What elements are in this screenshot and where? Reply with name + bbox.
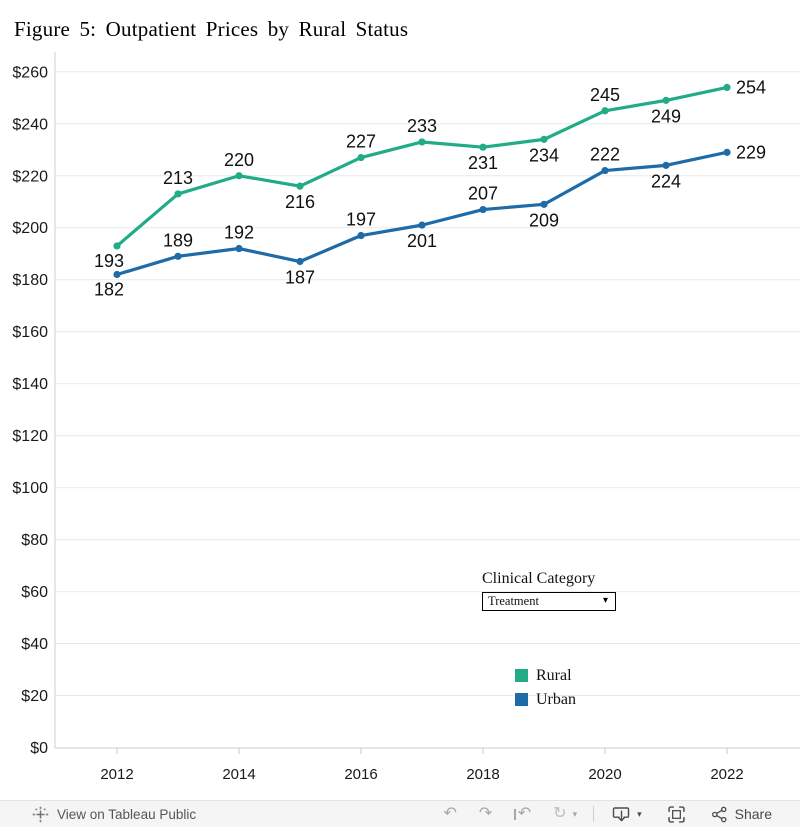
redo-icon[interactable]: ↷ <box>478 805 493 822</box>
share-label: Share <box>734 806 772 822</box>
data-label: 227 <box>346 132 376 152</box>
y-axis-tick-label: $260 <box>12 64 48 81</box>
y-axis-tick-label: $220 <box>12 168 48 185</box>
data-label: 233 <box>407 116 437 136</box>
y-axis-tick-label: $180 <box>12 272 48 289</box>
x-axis-tick-label: 2018 <box>466 766 499 783</box>
y-axis-tick-label: $0 <box>30 740 48 757</box>
series-line-urban[interactable] <box>115 150 729 277</box>
x-axis-tick-label: 2014 <box>222 766 255 783</box>
x-axis-tick-label: 2020 <box>588 766 621 783</box>
data-label: 254 <box>736 77 766 97</box>
dropdown-selected-value: Treatment <box>488 594 539 608</box>
y-axis-tick-label: $40 <box>21 636 48 653</box>
x-axis-tick-label: 2016 <box>344 766 377 783</box>
revert-icon[interactable]: ↶ <box>514 806 531 822</box>
data-label: 231 <box>468 153 498 173</box>
y-axis-tick-label: $20 <box>21 688 48 705</box>
download-icon <box>612 806 630 821</box>
data-point-urban[interactable] <box>662 161 670 169</box>
data-point-rural[interactable] <box>418 138 426 146</box>
data-label: 249 <box>651 106 681 126</box>
urban-color-swatch <box>515 693 528 706</box>
download-button[interactable] <box>612 806 631 823</box>
data-point-urban[interactable] <box>601 166 609 175</box>
color-legend: Rural Urban <box>515 667 576 715</box>
y-axis-tick-label: $60 <box>21 584 48 601</box>
y-axis-tick-label: $200 <box>12 220 48 237</box>
data-point-urban[interactable] <box>296 257 304 266</box>
data-point-urban[interactable] <box>357 231 365 240</box>
view-on-tableau-public-label: View on Tableau Public <box>57 806 197 822</box>
clinical-category-filter: Clinical Category Treatment ▾ <box>482 570 616 611</box>
refresh-options-caret-icon[interactable]: ▾ <box>572 808 578 819</box>
data-label: 193 <box>94 251 124 271</box>
data-label: 222 <box>590 145 620 165</box>
tableau-toolbar: View on Tableau Public ↶ ↷ ↶ ↻ ▾ ▾ <box>0 800 800 827</box>
data-label: 209 <box>529 210 559 230</box>
legend-item-urban[interactable]: Urban <box>515 691 576 709</box>
data-label: 187 <box>285 268 315 288</box>
data-label: 207 <box>468 184 498 204</box>
chevron-down-icon: ▾ <box>602 595 608 606</box>
data-point-rural[interactable] <box>540 135 548 143</box>
data-point-urban[interactable] <box>174 252 182 260</box>
data-point-urban[interactable] <box>479 205 487 214</box>
data-label: 189 <box>163 230 193 250</box>
data-point-urban[interactable] <box>113 270 121 279</box>
data-point-rural[interactable] <box>601 107 609 115</box>
share-button[interactable]: Share <box>711 806 772 823</box>
data-point-urban[interactable] <box>540 200 548 208</box>
y-axis-tick-label: $160 <box>12 324 48 341</box>
data-point-rural[interactable] <box>113 242 121 250</box>
y-axis-tick-label: $80 <box>21 532 48 549</box>
data-label: 229 <box>736 142 766 162</box>
price-line-chart[interactable]: $0 $20 $40 $60 $80 $100 $120 $140 $160 $180 $200 $2… <box>0 0 800 800</box>
chart-title: Figure 5: Outpatient Prices by Rural Sta… <box>14 17 409 41</box>
legend-item-rural[interactable]: Rural <box>515 667 576 685</box>
data-point-urban[interactable] <box>418 221 426 229</box>
data-point-urban[interactable] <box>723 148 731 156</box>
y-axis-tick-label: $240 <box>12 116 48 133</box>
data-label: 213 <box>163 168 193 188</box>
x-axis-tick-label: 2012 <box>100 766 133 783</box>
data-point-rural[interactable] <box>296 182 304 190</box>
clinical-category-dropdown[interactable]: Treatment ▾ <box>482 592 616 611</box>
refresh-icon[interactable]: ↻ <box>553 805 567 822</box>
data-label: 234 <box>529 145 559 165</box>
y-axis-tick-label: $120 <box>12 428 48 445</box>
data-label: 216 <box>285 192 315 212</box>
legend-label: Rural <box>536 667 572 684</box>
fullscreen-button[interactable] <box>667 805 685 823</box>
data-point-rural[interactable] <box>357 153 365 162</box>
tableau-logo-icon <box>32 806 49 822</box>
y-axis-tick-label: $100 <box>12 480 48 497</box>
view-on-tableau-public-link[interactable]: View on Tableau Public <box>32 806 196 823</box>
data-label: 192 <box>224 223 254 243</box>
data-point-urban[interactable] <box>235 244 243 253</box>
x-axis-tick-label: 2022 <box>710 766 743 783</box>
data-label: 220 <box>224 150 254 170</box>
data-label: 201 <box>407 231 437 251</box>
data-label: 182 <box>94 280 124 300</box>
data-point-rural[interactable] <box>479 143 487 151</box>
fullscreen-icon <box>667 805 685 823</box>
data-point-rural[interactable] <box>235 172 243 180</box>
filter-label: Clinical Category <box>482 570 596 587</box>
toolbar-divider <box>593 806 595 822</box>
legend-label: Urban <box>536 691 576 708</box>
download-options-caret-icon[interactable]: ▾ <box>637 808 642 819</box>
data-point-rural[interactable] <box>723 83 731 91</box>
data-label: 245 <box>590 85 620 105</box>
data-label: 197 <box>346 210 376 230</box>
data-label: 224 <box>651 171 681 191</box>
undo-icon[interactable]: ↶ <box>443 805 457 822</box>
y-axis-tick-label: $140 <box>12 376 48 393</box>
data-point-rural[interactable] <box>174 190 182 198</box>
data-point-rural[interactable] <box>662 96 670 104</box>
share-icon <box>711 806 727 822</box>
rural-color-swatch <box>515 669 528 682</box>
